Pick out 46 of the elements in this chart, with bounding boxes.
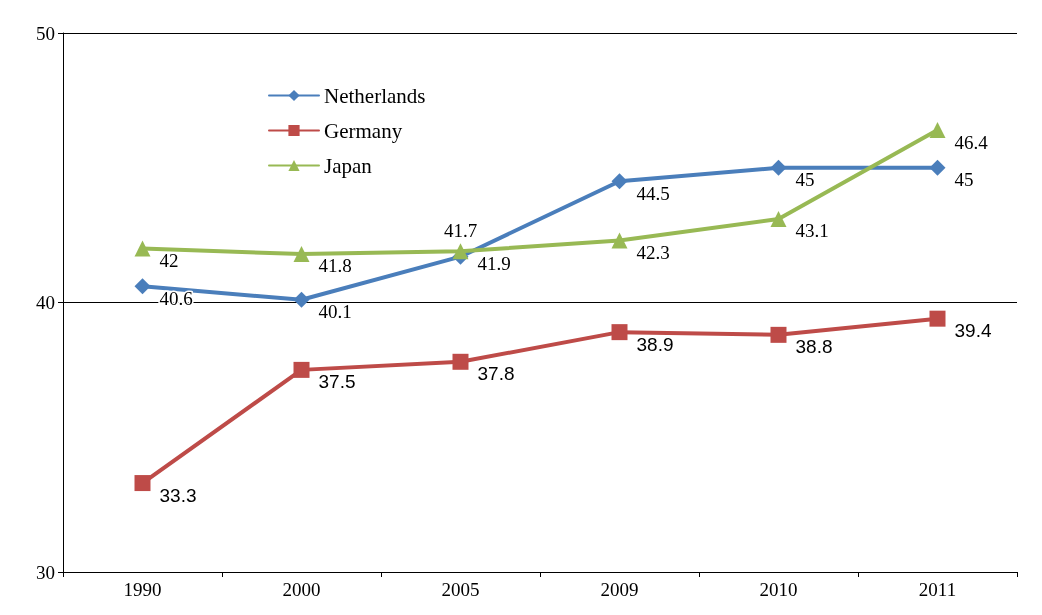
data-label: 38.9: [636, 333, 674, 355]
y-tick-label: 30: [36, 561, 55, 583]
legend-label: Germany: [324, 118, 403, 143]
point: [611, 324, 628, 341]
data-label: 41.8: [318, 255, 352, 277]
point: [134, 278, 151, 295]
x-tick-label: 2011: [918, 579, 957, 600]
legend-label: Japan: [324, 153, 373, 178]
point: [770, 159, 787, 176]
point: [293, 291, 310, 308]
point: [134, 240, 151, 257]
point: [134, 475, 151, 492]
x-tick-label: 1990: [123, 579, 162, 600]
point: [929, 122, 946, 139]
y-tick-label: 50: [36, 22, 55, 44]
data-label: 43.1: [795, 220, 829, 242]
point: [770, 210, 787, 227]
data-label: 37.8: [477, 363, 515, 385]
data-label: 38.8: [795, 336, 833, 358]
point: [770, 326, 787, 343]
point: [929, 159, 946, 176]
x-tick-label: 2009: [600, 579, 639, 600]
x-tick-label: 2000: [282, 579, 321, 600]
data-label: 40.1: [318, 301, 352, 323]
x-tick-label: 2010: [759, 579, 798, 600]
point: [293, 361, 310, 378]
x-tick-label: 2005: [441, 579, 480, 600]
point: [611, 173, 628, 190]
data-label: 39.4: [954, 320, 992, 342]
data-label: 42: [159, 250, 179, 272]
y-tick-label: 40: [36, 292, 55, 313]
data-label: 46.4: [954, 131, 989, 153]
data-label: 42.3: [636, 242, 670, 264]
data-label: 41.7: [443, 219, 478, 241]
point: [929, 310, 946, 327]
data-label: 41.9: [477, 252, 511, 274]
data-label: 45: [954, 169, 974, 191]
data-label: 37.5: [318, 371, 356, 393]
data-label: 45: [795, 169, 815, 191]
point: [611, 232, 628, 249]
point: [293, 245, 310, 262]
point: [452, 353, 469, 370]
data-label: 44.5: [636, 182, 670, 204]
point: [452, 243, 469, 260]
data-label: 33.3: [159, 484, 197, 506]
legend-label: Netherlands: [324, 83, 426, 108]
